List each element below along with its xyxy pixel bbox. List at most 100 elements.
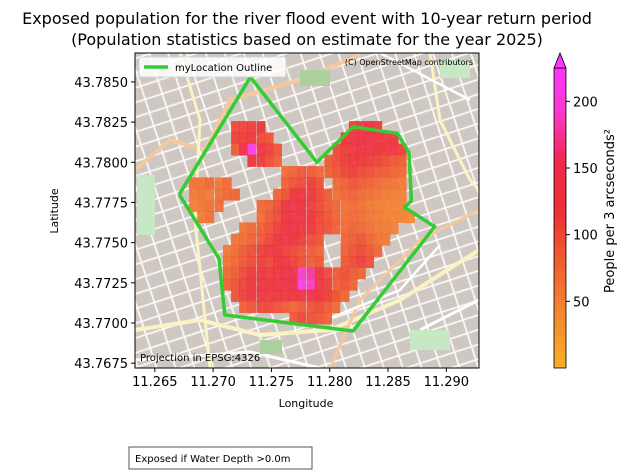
location-outline xyxy=(177,75,437,333)
heatmap-cell xyxy=(357,233,366,246)
heatmap-cell xyxy=(281,222,290,235)
colorbar: 50 100 150 200 People per 3 arcseconds² xyxy=(553,51,618,369)
heatmap-cell xyxy=(214,177,224,190)
heatmap-cell xyxy=(205,211,215,224)
exposure-heatmap xyxy=(189,121,415,325)
map-attribution: (C) OpenStreetMap contributors xyxy=(345,58,473,67)
heatmap-cell xyxy=(323,301,332,314)
heatmap-cell xyxy=(264,244,274,257)
heatmap-cell xyxy=(264,289,274,302)
heatmap-cell xyxy=(231,289,240,302)
heatmap-cell xyxy=(357,143,366,156)
heatmap-cell xyxy=(264,143,274,156)
heatmap-cell xyxy=(222,177,232,190)
heatmap-cell xyxy=(264,222,274,235)
heatmap-cell xyxy=(381,188,391,201)
heatmap-cell xyxy=(397,211,407,224)
heatmap-cell xyxy=(340,211,350,224)
heatmap-cell xyxy=(297,199,307,212)
heatmap-cell xyxy=(273,143,282,156)
heatmap-cell xyxy=(365,154,374,167)
heatmap-cell xyxy=(239,143,248,156)
heatmap-cell xyxy=(315,312,324,325)
heatmap-cell xyxy=(222,188,232,201)
heatmap-cell xyxy=(323,312,332,325)
chart-title-line-1: Exposed population for the river flood e… xyxy=(22,9,592,28)
heatmap-cell xyxy=(281,233,290,246)
heatmap-cell xyxy=(247,244,257,257)
heatmap-cell xyxy=(397,199,407,212)
heatmap-cell xyxy=(297,289,307,302)
heatmap-cell xyxy=(239,121,248,134)
y-tick-label: 43.7775 xyxy=(74,196,128,211)
heatmap-cell xyxy=(315,256,324,269)
y-tick-label: 43.7800 xyxy=(74,156,128,171)
heatmap-cell xyxy=(281,177,290,190)
heatmap-cell xyxy=(289,278,299,291)
heatmap-cell xyxy=(340,188,350,201)
heatmap-cell xyxy=(273,289,282,302)
axes-frame xyxy=(134,52,480,369)
heatmap-cell xyxy=(231,132,240,145)
heatmap-cell xyxy=(205,177,215,190)
heatmap-cell xyxy=(381,166,391,179)
heatmap-cell xyxy=(306,222,316,235)
heatmap-cell xyxy=(306,289,316,302)
heatmap-cell xyxy=(389,143,399,156)
heatmap-cell xyxy=(365,199,374,212)
heatmap-cell xyxy=(323,211,332,224)
heatmap-cell xyxy=(306,256,316,269)
heatmap-cell xyxy=(281,166,290,179)
heatmap-cell xyxy=(365,143,374,156)
heatmap-cell xyxy=(348,244,358,257)
heatmap-cell xyxy=(247,289,257,302)
heatmap-cell xyxy=(289,211,299,224)
heatmap-cell xyxy=(264,132,274,145)
heatmap-cell xyxy=(381,143,391,156)
heatmap-cell xyxy=(348,278,358,291)
heatmap-cell xyxy=(306,188,316,201)
colorbar-gradient xyxy=(553,67,567,369)
heatmap-cell xyxy=(373,188,383,201)
heatmap-cell xyxy=(256,121,266,134)
colorbar-tick-label: 100 xyxy=(573,229,598,244)
heatmap-cell xyxy=(315,278,324,291)
heatmap-cell xyxy=(197,211,207,224)
heatmap-cell xyxy=(323,188,332,201)
heatmap-cell xyxy=(332,188,342,201)
heatmap-cell xyxy=(281,188,290,201)
heatmap-cell xyxy=(306,211,316,224)
heatmap-cell xyxy=(239,267,248,280)
heatmap-cell xyxy=(357,199,366,212)
heatmap-cell xyxy=(247,233,257,246)
heatmap-cell xyxy=(289,256,299,269)
heatmap-cell xyxy=(297,233,307,246)
heatmap-cell xyxy=(256,301,266,314)
heatmap-cell xyxy=(306,177,316,190)
heatmap-cell xyxy=(306,166,316,179)
heatmap-cell xyxy=(332,289,342,302)
colorbar-tick-label: 200 xyxy=(573,95,598,110)
heatmap-cell xyxy=(332,154,342,167)
heatmap-cell xyxy=(357,166,366,179)
heatmap-cell xyxy=(297,267,307,280)
heatmap-cell xyxy=(331,301,341,314)
heatmap-cell xyxy=(381,154,391,167)
heatmap-cell xyxy=(273,278,282,291)
heatmap-cell xyxy=(331,199,341,212)
heatmap-cell xyxy=(331,211,341,224)
heatmap-cell xyxy=(332,278,342,291)
heatmap-cell xyxy=(340,244,350,257)
heatmap-cell xyxy=(247,132,257,145)
heatmap-cell xyxy=(197,188,207,201)
heatmap-cell xyxy=(231,143,240,156)
heatmap-cell xyxy=(323,199,332,212)
heatmap-cell xyxy=(389,154,399,167)
chart-title-line-2: (Population statistics based on estimate… xyxy=(71,30,543,49)
legend: myLocation Outline xyxy=(138,56,287,78)
heatmap-cell xyxy=(231,244,240,257)
heatmap-cell xyxy=(357,177,366,190)
heatmap-cell xyxy=(357,256,366,269)
heatmap-cell xyxy=(297,278,307,291)
heatmap-cell xyxy=(397,143,407,156)
